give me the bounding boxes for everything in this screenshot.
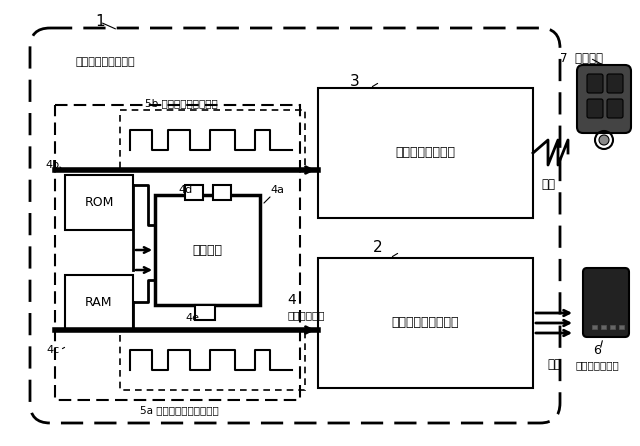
Text: 無線通信ユニット: 無線通信ユニット	[395, 146, 455, 160]
Text: 4e: 4e	[185, 313, 199, 323]
Text: マイコン: マイコン	[192, 244, 222, 256]
FancyBboxPatch shape	[587, 99, 603, 118]
FancyBboxPatch shape	[583, 268, 629, 337]
Text: 制御ユニット: 制御ユニット	[287, 310, 324, 320]
Bar	[592, 325, 597, 329]
Bar	[601, 325, 606, 329]
Text: 2: 2	[373, 240, 383, 256]
Text: 4d: 4d	[178, 185, 192, 195]
FancyBboxPatch shape	[607, 74, 623, 93]
Text: 非接触充電システム: 非接触充電システム	[75, 57, 134, 67]
Bar	[65, 275, 133, 330]
Text: 7  電子キー: 7 電子キー	[560, 51, 603, 65]
Bar	[55, 105, 300, 400]
Text: 1: 1	[95, 15, 105, 29]
Text: 4a: 4a	[270, 185, 284, 195]
Bar	[610, 325, 615, 329]
FancyBboxPatch shape	[607, 99, 623, 118]
Text: 非接触充電ユニット: 非接触充電ユニット	[391, 317, 459, 330]
Text: 5a 非接触充電用制御信号: 5a 非接触充電用制御信号	[140, 405, 219, 415]
Text: 5b 無線通信用制御信号: 5b 無線通信用制御信号	[145, 98, 218, 108]
Bar	[120, 110, 305, 170]
Bar	[318, 88, 533, 218]
Text: 6: 6	[593, 343, 601, 356]
Text: 3: 3	[350, 74, 360, 90]
FancyBboxPatch shape	[587, 74, 603, 93]
FancyBboxPatch shape	[577, 65, 631, 133]
Bar	[155, 195, 260, 305]
Text: 通信: 通信	[541, 178, 555, 191]
Bar	[120, 330, 305, 390]
Text: ROM: ROM	[84, 195, 114, 208]
Bar	[318, 258, 533, 388]
Bar	[619, 325, 624, 329]
Text: 4b: 4b	[46, 160, 60, 170]
Text: RAM: RAM	[85, 296, 113, 309]
Text: 充電: 充電	[547, 359, 561, 372]
Text: ポータブル機器: ポータブル機器	[575, 360, 619, 370]
Bar	[185, 185, 203, 200]
Bar	[213, 185, 231, 200]
Text: 4: 4	[287, 293, 296, 307]
Circle shape	[599, 135, 609, 145]
Bar	[195, 305, 215, 320]
Bar	[65, 175, 133, 230]
Text: 4c: 4c	[47, 345, 60, 355]
